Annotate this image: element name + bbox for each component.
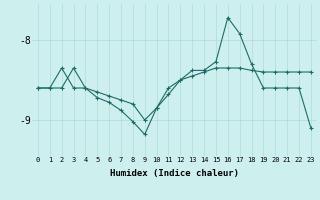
X-axis label: Humidex (Indice chaleur): Humidex (Indice chaleur)	[110, 169, 239, 178]
